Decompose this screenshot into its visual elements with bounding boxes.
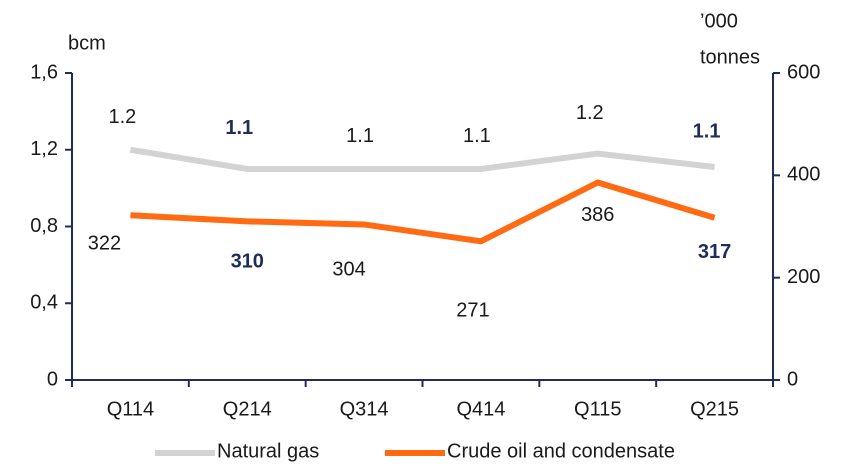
x-tick-label: Q314: [340, 398, 389, 420]
data-label: 1.1: [225, 117, 253, 139]
data-label: 271: [456, 300, 489, 322]
data-label: 317: [698, 241, 731, 263]
y2-axis-label: ’000: [700, 10, 738, 32]
x-tick-label: Q414: [456, 398, 505, 420]
y2-tick-label: 0: [787, 368, 798, 390]
legend-label: Crude oil and condensate: [447, 440, 675, 462]
data-label: 1.1: [463, 125, 491, 147]
data-label: 310: [231, 251, 264, 273]
x-tick-label: Q214: [223, 398, 272, 420]
data-label: 304: [332, 259, 365, 281]
y2-axis-label: tonnes: [700, 46, 760, 68]
series-line: [130, 179, 716, 245]
y-tick-label: 0,4: [30, 292, 58, 314]
y-tick-label: 1,2: [30, 138, 58, 160]
y-tick-label: 0: [47, 368, 58, 390]
series-line: [129, 146, 715, 172]
x-tick-label: Q215: [690, 398, 739, 420]
y2-tick-label: 400: [787, 164, 820, 186]
y2-tick-label: 600: [787, 61, 820, 83]
data-label: 1.2: [109, 106, 137, 128]
y-axis-label: bcm: [68, 32, 106, 54]
y-tick-label: 1,6: [30, 61, 58, 83]
data-label: 386: [581, 204, 614, 226]
data-label: 1.1: [346, 125, 374, 147]
data-label: 1.1: [693, 120, 721, 142]
data-label: 322: [88, 233, 121, 255]
x-tick-label: Q115: [574, 398, 621, 420]
x-tick-label: Q114: [107, 398, 154, 420]
data-label: 1.2: [576, 102, 604, 124]
legend-label: Natural gas: [217, 440, 319, 462]
y2-tick-label: 200: [787, 266, 820, 288]
y-tick-label: 0,8: [30, 215, 58, 237]
